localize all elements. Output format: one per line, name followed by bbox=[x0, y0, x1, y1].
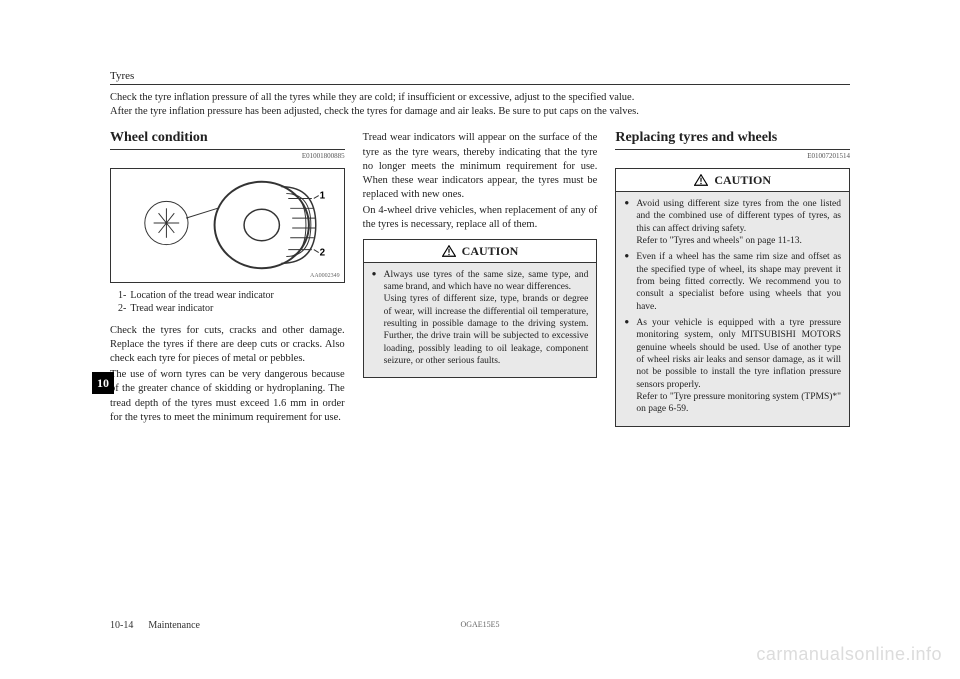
caution-head-col3: CAUTION bbox=[616, 169, 849, 192]
legend-row-2: 2- Tread wear indicator bbox=[118, 302, 345, 316]
caution-col3-item-2-text: Even if a wheel has the same rim size an… bbox=[636, 252, 841, 311]
warning-triangle-icon bbox=[442, 245, 456, 257]
col2-p1: Tread wear indicators will appear on the… bbox=[363, 131, 598, 202]
column-2: Tread wear indicators will appear on the… bbox=[363, 129, 598, 426]
caution-box-col3: CAUTION Avoid using different size tyres… bbox=[615, 168, 850, 427]
caution-head-col2: CAUTION bbox=[364, 240, 597, 263]
footer-page-number: 10-14 bbox=[110, 620, 133, 631]
footer-left: 10-14 Maintenance bbox=[110, 620, 200, 631]
caution-col3-item-1-text: Avoid using different size tyres from th… bbox=[636, 199, 841, 234]
legend-2-text: Tread wear indicator bbox=[130, 302, 213, 316]
footer-center-code: OGAE15E5 bbox=[460, 620, 499, 629]
wheel-condition-title: Wheel condition bbox=[110, 129, 345, 150]
wheel-condition-figure: 1 2 AA0002349 bbox=[110, 168, 345, 283]
caution-col2-item: Always use tyres of the same size, same … bbox=[372, 269, 589, 368]
chapter-tab: 10 bbox=[92, 372, 114, 394]
caution-col3-item-3-ref: Refer to "Tyre pressure monitoring syste… bbox=[636, 392, 841, 414]
page-footer: 10-14 Maintenance OGAE15E5 bbox=[110, 620, 850, 631]
intro-block: Check the tyre inflation pressure of all… bbox=[110, 91, 850, 119]
columns: Wheel condition E01001800885 bbox=[110, 129, 850, 426]
page-topic: Tyres bbox=[110, 70, 850, 82]
caution-col3-item-2: Even if a wheel has the same rim size an… bbox=[624, 251, 841, 313]
caution-col3-item-3: As your vehicle is equipped with a tyre … bbox=[624, 317, 841, 416]
footer-section: Maintenance bbox=[148, 620, 200, 631]
column-3: Replacing tyres and wheels E01007201514 … bbox=[615, 129, 850, 426]
caution-col2-item-a: Always use tyres of the same size, same … bbox=[384, 270, 589, 292]
tyre-illustration: 1 2 bbox=[111, 169, 344, 282]
column-1: Wheel condition E01001800885 bbox=[110, 129, 345, 426]
caution-col3-item-1-ref: Refer to "Tyres and wheels" on page 11-1… bbox=[636, 236, 802, 246]
legend-1-num: 1- bbox=[118, 289, 126, 303]
legend-1-text: Location of the tread wear indicator bbox=[130, 289, 274, 303]
caution-col2-item-b: Using tyres of different size, type, bra… bbox=[384, 294, 589, 366]
replacing-title: Replacing tyres and wheels bbox=[615, 129, 850, 150]
legend-row-1: 1- Location of the tread wear indicator bbox=[118, 289, 345, 303]
header-rule bbox=[110, 84, 850, 85]
caution-title-col3: CAUTION bbox=[714, 172, 771, 188]
intro-line-2: After the tyre inflation pressure has be… bbox=[110, 105, 850, 119]
watermark: carmanualsonline.info bbox=[756, 644, 942, 665]
wheel-condition-code: E01001800885 bbox=[110, 152, 345, 161]
warning-triangle-icon bbox=[694, 174, 708, 186]
caution-box-col2: CAUTION Always use tyres of the same siz… bbox=[363, 239, 598, 379]
svg-text:2: 2 bbox=[320, 247, 326, 258]
col2-p2: On 4-wheel drive vehicles, when replacem… bbox=[363, 204, 598, 232]
intro-line-1: Check the tyre inflation pressure of all… bbox=[110, 91, 850, 105]
col1-p1: Check the tyres for cuts, cracks and oth… bbox=[110, 324, 345, 367]
replacing-code: E01007201514 bbox=[615, 152, 850, 161]
caution-title-col2: CAUTION bbox=[462, 243, 519, 259]
figure-legend: 1- Location of the tread wear indicator … bbox=[110, 289, 345, 316]
caution-body-col3: Avoid using different size tyres from th… bbox=[616, 192, 849, 426]
caution-body-col2: Always use tyres of the same size, same … bbox=[364, 263, 597, 378]
legend-2-num: 2- bbox=[118, 302, 126, 316]
svg-text:1: 1 bbox=[320, 190, 326, 201]
page-header: Tyres bbox=[110, 70, 850, 85]
col1-p2: The use of worn tyres can be very danger… bbox=[110, 368, 345, 425]
caution-col3-item-1: Avoid using different size tyres from th… bbox=[624, 198, 841, 247]
figure-code: AA0002349 bbox=[310, 272, 340, 280]
caution-col3-item-3-text: As your vehicle is equipped with a tyre … bbox=[636, 318, 841, 390]
